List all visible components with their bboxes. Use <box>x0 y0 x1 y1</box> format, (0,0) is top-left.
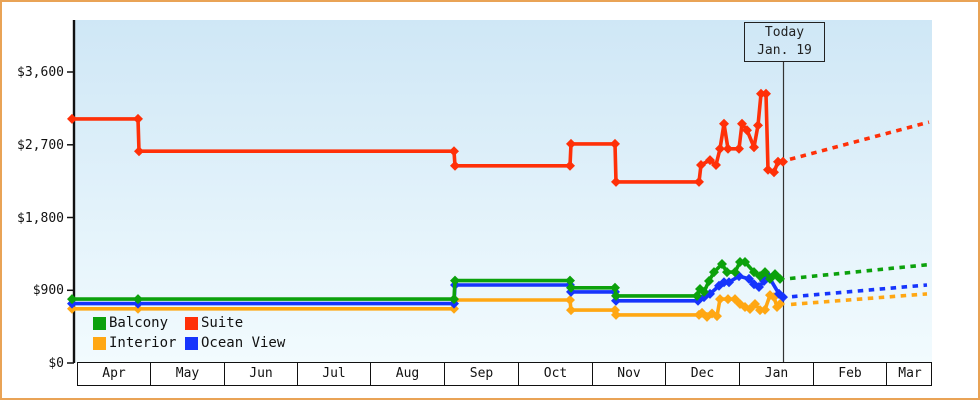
y-axis-label: $0 <box>48 356 64 371</box>
month-cell-jun: Jun <box>225 363 298 385</box>
month-cell-dec: Dec <box>666 363 740 385</box>
month-cell-jan: Jan <box>740 363 814 385</box>
legend-item-suite: Suite <box>185 313 285 333</box>
month-axis-band: Apr May Jun Jul Aug Sep Oct Nov Dec Jan … <box>77 362 932 386</box>
suite-swatch-icon <box>185 316 198 330</box>
month-cell-may: May <box>151 363 225 385</box>
legend-label: Interior <box>109 335 177 351</box>
month-cell-nov: Nov <box>593 363 666 385</box>
today-label: Today <box>764 25 805 40</box>
y-axis-label: $3,600 <box>17 65 64 80</box>
plot-area <box>75 20 932 363</box>
y-axis-label: $900 <box>32 283 64 299</box>
legend-label: Suite <box>201 315 244 331</box>
month-cell-jul: Jul <box>298 363 371 385</box>
month-cell-mar: Mar <box>898 366 922 381</box>
legend-label: Ocean View <box>201 335 286 351</box>
month-cell-aug: Aug <box>371 363 445 385</box>
today-marker-box: Today Jan. 19 <box>744 22 825 62</box>
balcony-swatch-icon <box>93 316 106 330</box>
interior-swatch-icon <box>93 336 106 350</box>
legend: Balcony Suite Interior Ocean View <box>93 313 285 353</box>
month-cell-sep: Sep <box>445 363 519 385</box>
today-date: Jan. 19 <box>757 43 812 58</box>
legend-item-balcony: Balcony <box>93 313 185 333</box>
y-axis-label: $1,800 <box>17 210 64 226</box>
legend-item-interior: Interior <box>93 333 185 353</box>
ocean-view-swatch-icon <box>185 336 198 350</box>
month-cell-feb: Feb <box>814 363 887 385</box>
y-axis-label: $2,700 <box>17 137 64 153</box>
legend-item-ocean-view: Ocean View <box>185 333 285 353</box>
month-cell-oct: Oct <box>519 363 593 385</box>
legend-label: Balcony <box>109 315 169 331</box>
month-cell-apr: Apr <box>78 363 151 385</box>
